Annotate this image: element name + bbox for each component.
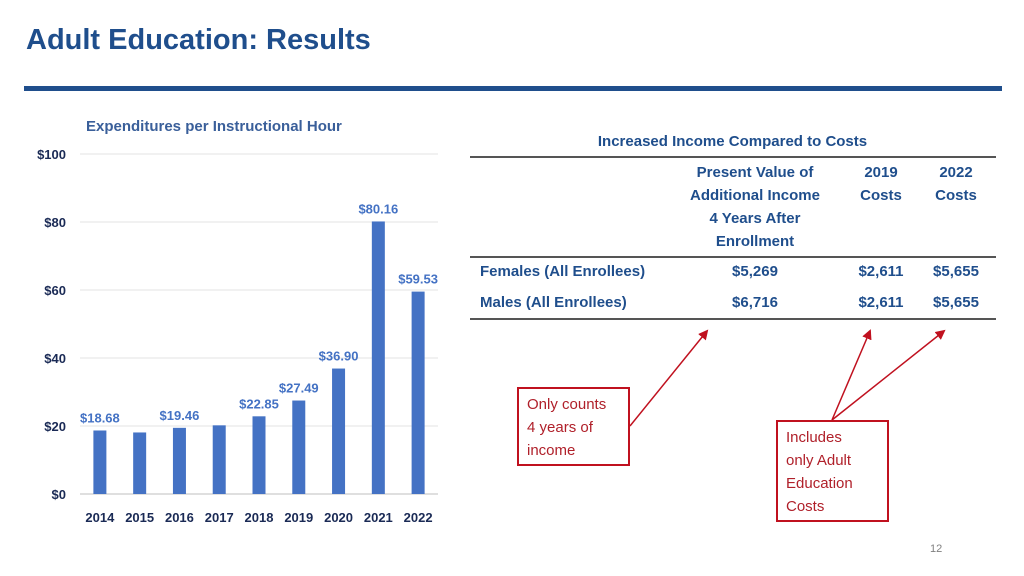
callout-line: only Adult (786, 452, 852, 469)
data-label-2021: $80.16 (358, 201, 398, 216)
header-2022-costs: 2022 Costs (925, 161, 987, 207)
x-tick-label: 2015 (125, 510, 154, 525)
x-tick-label: 2016 (165, 510, 194, 525)
x-tick-label: 2014 (85, 510, 115, 525)
header-2019-costs: 2019 Costs (850, 161, 912, 207)
y-tick-label: $40 (44, 351, 66, 366)
callout-line: Includes (786, 429, 842, 446)
data-label-2018: $22.85 (239, 396, 279, 411)
y-tick-label: $80 (44, 215, 66, 230)
bar-2014 (93, 430, 107, 494)
table-header-rule (470, 256, 996, 258)
x-tick-label: 2022 (404, 510, 433, 525)
x-tick-label: 2017 (205, 510, 234, 525)
slide-title: Adult Education: Results (26, 24, 371, 56)
cell-2019-cost: $2,611 (858, 263, 904, 280)
data-label-2016: $19.46 (160, 408, 200, 423)
y-tick-label: $20 (44, 419, 66, 434)
arrow-to-present-value (629, 329, 709, 427)
cell-present-value: $5,269 (732, 263, 778, 280)
bar-2020 (332, 368, 346, 494)
arrow-to-2022-costs (831, 329, 946, 421)
y-tick-label: $100 (37, 147, 66, 162)
callout-line: 4 years of (527, 419, 593, 436)
cell-2022-cost: $5,655 (933, 263, 979, 280)
table-bottom-rule (470, 318, 996, 320)
callout-line: income (527, 442, 576, 459)
header-2019-line: Costs (860, 187, 902, 204)
table-title: Increased Income Compared to Costs (597, 133, 868, 150)
title-divider (24, 86, 1002, 91)
callout-line: Education (786, 475, 853, 492)
chart-title: Expenditures per Instructional Hour (86, 118, 342, 135)
callout-income-note: Only counts 4 years of income (517, 387, 630, 466)
chart-bars (93, 221, 425, 494)
cell-2022-cost: $5,655 (933, 294, 979, 311)
y-tick-label: $0 (52, 487, 66, 502)
data-label-2020: $36.90 (319, 349, 359, 364)
header-2022-line: Costs (935, 187, 977, 204)
data-label-2019: $27.49 (279, 381, 319, 396)
row-label-females: Females (All Enrollees) (480, 263, 646, 280)
header-present-value-line: Present Value of (696, 164, 814, 181)
bar-2016 (172, 427, 186, 494)
cell-2019-cost: $2,611 (858, 294, 904, 311)
row-label-males: Males (All Enrollees) (480, 294, 627, 311)
callout-line: Costs (786, 498, 825, 515)
bar-2017 (212, 425, 226, 494)
y-tick-label: $60 (44, 283, 66, 298)
callout-cost-note: Includes only Adult Education Costs (776, 420, 889, 522)
x-tick-label: 2021 (364, 510, 393, 525)
x-tick-label: 2018 (245, 510, 274, 525)
cell-present-value: $6,716 (732, 294, 778, 311)
bar-2015 (133, 432, 147, 494)
bar-2018 (252, 416, 266, 494)
x-axis-ticks: 2014 2015 2016 2017 2018 2019 2020 2021 2022 (85, 510, 432, 525)
y-axis-ticks: $0 $20 $40 $60 $80 $100 (37, 147, 66, 502)
arrow-to-2019-costs (831, 329, 872, 421)
chart-data-labels: $18.68 $19.46 $22.85$27.49 $36.90 $80.16 $59.… (80, 201, 438, 425)
header-present-value: Present Value of Additional Income 4 Yea… (670, 161, 840, 253)
bar-2022 (411, 291, 425, 494)
expenditures-bar-chart: Expenditures per Instructional Hour $0 $2… (37, 118, 438, 525)
data-label-2022: $59.53 (398, 272, 438, 287)
data-label-2014: $18.68 (80, 410, 120, 425)
page-number: 12 (930, 543, 943, 555)
header-present-value-line: Additional Income (689, 187, 820, 204)
header-2019-line: 2019 (864, 164, 898, 181)
table-top-rule (470, 156, 996, 158)
bar-2019 (292, 400, 306, 494)
header-present-value-line: Enrollment (715, 233, 795, 250)
header-2022-line: 2022 (939, 164, 973, 181)
x-tick-label: 2019 (284, 510, 313, 525)
x-tick-label: 2020 (324, 510, 353, 525)
bar-2021 (371, 221, 385, 494)
header-present-value-line: 4 Years After (709, 210, 801, 227)
callout-line: Only counts (527, 396, 607, 413)
